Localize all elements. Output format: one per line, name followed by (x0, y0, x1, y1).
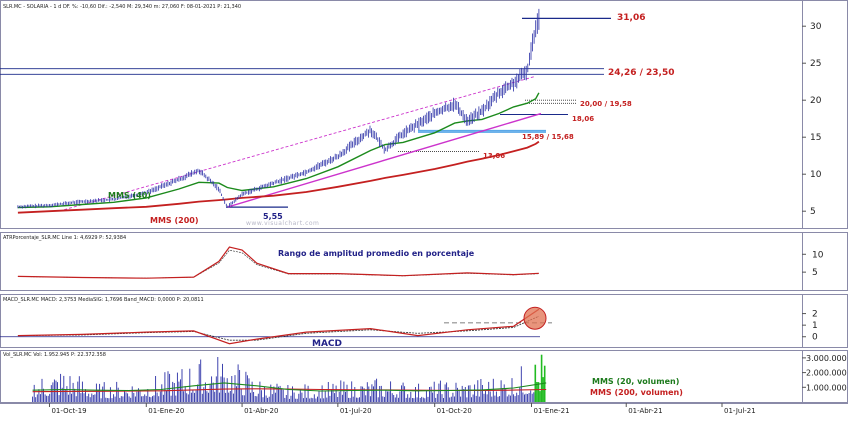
x-tick-label: 01-Jul-20 (340, 407, 372, 415)
label-level-18: 18,06 (572, 115, 594, 123)
mms40-line (17, 92, 540, 209)
legend-vol-ma200: MMS (200, volumen) (590, 388, 683, 397)
volume-tick-label: 3.000.000 (806, 354, 847, 363)
atr-tick-label: 10 (812, 250, 824, 260)
x-tick-label: 01-Abr-21 (628, 407, 662, 415)
macd-tick-label: 0 (812, 333, 818, 343)
x-tick-label: 01-Oct-20 (437, 407, 472, 415)
macd-header: MACD_SLR.MC MACD: 2,3753 MediaSIG: 1,769… (3, 297, 204, 303)
atr-series (17, 246, 539, 279)
price-panel[interactable]: SLR.MC - SOLARIA - 1 d DF. %: -10,60 Dif… (0, 0, 848, 229)
price-bars (17, 8, 540, 209)
x-tick-label: 01-Ene-21 (534, 407, 570, 415)
channel-lower-line (227, 112, 542, 208)
volume-ma20-line (32, 382, 547, 392)
label-level-15: 15,89 / 15,68 (522, 133, 574, 141)
x-tick-label: 01-Ene-20 (148, 407, 184, 415)
channel-upper-line (64, 76, 535, 211)
label-level-resist: 24,26 / 23,50 (608, 68, 675, 78)
label-level-20: 20,00 / 19,58 (580, 100, 632, 108)
price-tick-label: 10 (810, 170, 822, 180)
label-level-top: 31,06 (617, 13, 645, 23)
macd-label: MACD (312, 339, 342, 349)
atr-header: ATRPorcentaje_SLR.MC Line 1: 4,6929 P: 5… (3, 235, 126, 241)
volume-panel[interactable]: Vol_SLR.MC Vol: 1.952.945 P: 22.372.358 … (0, 350, 848, 403)
price-axis-frame (802, 0, 848, 229)
macd-tick-label: 2 (812, 310, 818, 320)
price-series (17, 8, 540, 214)
trend-channel (64, 76, 542, 211)
atr-axis-frame (802, 232, 848, 291)
volume-tick-label: 2.000.000 (806, 369, 847, 378)
macd-y-axis: 21 0 (802, 310, 818, 343)
price-tick-label: 30 (810, 22, 822, 32)
price-tick-label: 15 (810, 133, 821, 143)
macd-panel-frame (0, 294, 803, 348)
price-header: SLR.MC - SOLARIA - 1 d DF. %: -10,60 Dif… (3, 4, 241, 10)
price-tick-label: 20 (810, 96, 822, 106)
label-mms40: MMS (40) (108, 191, 151, 200)
x-tick-label: 01-Oct-19 (51, 407, 86, 415)
volume-averages (32, 382, 547, 393)
macd-highlight-circle (523, 306, 547, 330)
label-level-low: 5,55 (263, 212, 283, 221)
label-level-13: 13,06 (483, 152, 505, 160)
price-tick-label: 25 (810, 59, 821, 69)
macd-line (17, 308, 540, 345)
legend-vol-ma20: MMS (20, volumen) (592, 377, 679, 386)
macd-panel[interactable]: MACD_SLR.MC MACD: 2,3753 MediaSIG: 1,769… (0, 294, 848, 350)
atr-tick-label: 5 (812, 268, 818, 278)
macd-axis-frame (802, 294, 848, 348)
macd-series (0, 306, 552, 345)
volume-tick-label: 1.000.000 (806, 383, 847, 392)
atr-y-axis: 10 5 (802, 250, 824, 278)
volume-y-axis: 3.000.000 2.000.000 1.000.000 (802, 354, 847, 392)
x-tick-label: 01-Abr-20 (244, 407, 278, 415)
atr-line (17, 246, 539, 279)
price-tick-label: 5 (810, 207, 816, 217)
price-annotations: 31,06 24,26 / 23,50 20,00 / 19,58 18,06 … (108, 13, 675, 225)
atr-panel-frame (0, 232, 803, 291)
atr-label: Rango de amplitud promedio en porcentaje (278, 249, 475, 258)
x-axis: 01-Oct-19 01-Ene-20 01-Abr-20 01-Jul-20 01-O… (0, 403, 848, 415)
macd-tick-label: 1 (812, 321, 818, 331)
price-y-axis: 30 25 20 15 10 5 (802, 22, 822, 217)
atr-panel[interactable]: ATRPorcentaje_SLR.MC Line 1: 4,6929 P: 5… (0, 232, 848, 291)
label-mms200: MMS (200) (150, 216, 198, 225)
watermark: www.visualchart.com (246, 220, 319, 227)
mms200-line (17, 140, 540, 214)
volume-header: Vol_SLR.MC Vol: 1.952.945 P: 22.372.358 (3, 352, 106, 358)
x-tick-label: 01-Jul-21 (724, 407, 756, 415)
volume-axis-frame (802, 350, 848, 403)
